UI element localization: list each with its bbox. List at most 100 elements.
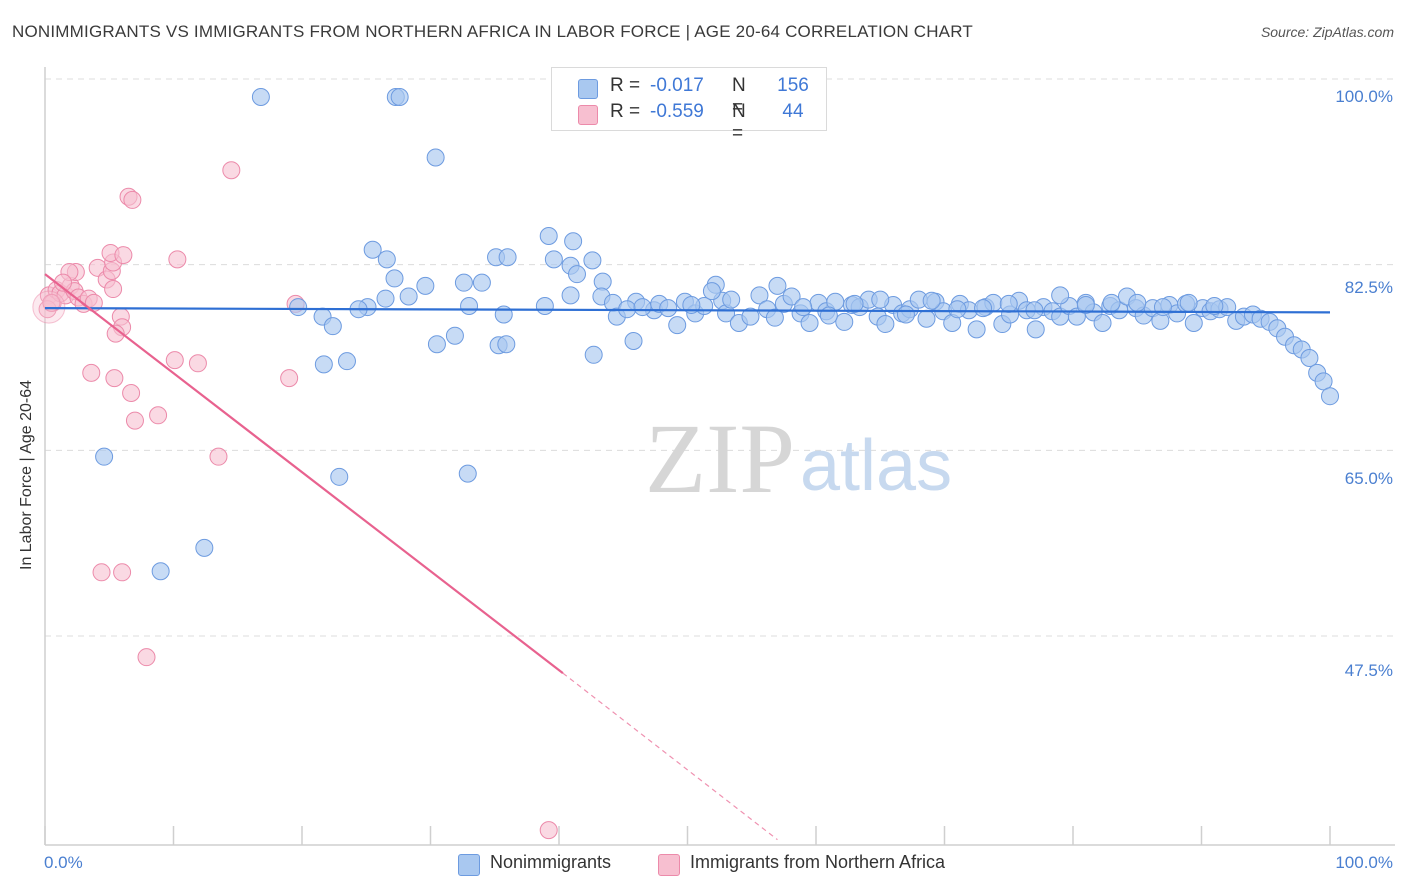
nonimmigrants-point [1102, 293, 1121, 312]
nonimmigrants-point [794, 298, 813, 317]
nonimmigrants-point [1076, 295, 1095, 314]
nonimmigrants-point [427, 335, 446, 354]
nonimmigrants-point [1179, 293, 1198, 312]
nonimmigrants-point [1153, 298, 1172, 317]
legend-swatch-blue [578, 79, 598, 99]
nonimmigrants-point [835, 312, 854, 331]
immigrants-point [92, 563, 111, 582]
nonimmigrants-point [1093, 313, 1112, 332]
nonimmigrants-point [765, 308, 784, 327]
nonimmigrants-point [722, 290, 741, 309]
nonimmigrants-point [458, 464, 477, 483]
nonimmigrants-point [1314, 372, 1333, 391]
nonimmigrants-point [454, 273, 473, 292]
nonimmigrants-point [1300, 348, 1319, 367]
y-tick-label: 100.0% [1335, 87, 1393, 106]
nonimmigrants-point [1128, 293, 1147, 312]
nonimmigrants-point [659, 299, 678, 318]
immigrants-point [114, 246, 133, 265]
nonimmigrants-point [1026, 320, 1045, 339]
nonimmigrants-point [195, 538, 214, 557]
nonimmigrants-point [974, 299, 993, 318]
nonimmigrants-point [561, 286, 580, 305]
immigrants-point [122, 384, 141, 403]
immigrants-point [222, 161, 241, 180]
immigrants-point [137, 648, 156, 667]
immigrants-point [113, 563, 132, 582]
nonimmigrants-point [472, 273, 491, 292]
nonimmigrants-point [564, 232, 583, 251]
nonimmigrants-point [330, 467, 349, 486]
nonimmigrants-point [967, 320, 986, 339]
nonimmigrants-point [750, 286, 769, 305]
nonimmigrants-point [416, 276, 435, 295]
n-value: 44 [782, 101, 804, 122]
nonimmigrants-trend-line [44, 307, 1331, 314]
legend-swatch-blue [458, 854, 480, 876]
immigrants-point [105, 369, 124, 388]
nonimmigrants-points [95, 88, 1339, 581]
nonimmigrants-point [741, 307, 760, 326]
watermark-zip: ZIP [645, 403, 795, 514]
nonimmigrants-point [567, 265, 586, 284]
nonimmigrants-point [314, 355, 333, 374]
y-tick-label: 65.0% [1344, 469, 1393, 488]
nonimmigrants-point [633, 298, 652, 317]
immigrants-point [123, 190, 142, 209]
nonimmigrants-point [876, 315, 895, 334]
nonimmigrants-point [896, 305, 915, 324]
immigrants-point [165, 351, 184, 370]
nonimmigrants-point [376, 289, 395, 308]
nonimmigrants-point [768, 276, 787, 295]
r-value: -0.017 [650, 75, 704, 96]
nonimmigrants-point [922, 291, 941, 310]
chart-title: NONIMMIGRANTS VS IMMIGRANTS FROM NORTHER… [12, 22, 973, 41]
nonimmigrants-point [1025, 301, 1044, 320]
legend-label: Nonimmigrants [490, 852, 612, 872]
r-label: R = [610, 101, 641, 122]
nonimmigrants-point [539, 226, 558, 245]
immigrants-point [82, 363, 101, 382]
immigrants-point [539, 821, 558, 840]
immigrants-point [209, 447, 228, 466]
nonimmigrants-point [363, 240, 382, 259]
nonimmigrants-point [871, 290, 890, 309]
nonimmigrants-point [800, 313, 819, 332]
x-tick-label: 100.0% [1335, 853, 1393, 872]
nonimmigrants-point [668, 316, 687, 335]
immigrants-points [32, 161, 558, 840]
nonimmigrants-point [497, 335, 516, 354]
nonimmigrants-point [377, 250, 396, 269]
n-label: N = [732, 101, 746, 144]
immigrants-point [104, 280, 123, 299]
gridlines [45, 78, 1395, 637]
nonimmigrants-point [251, 88, 270, 106]
legend-swatch-pink [578, 105, 598, 125]
nonimmigrants-point [426, 148, 445, 167]
nonimmigrants-point [390, 88, 409, 106]
nonimmigrants-point [948, 300, 967, 319]
nonimmigrants-point [624, 332, 643, 351]
nonimmigrants-point [498, 248, 517, 267]
immigrants-trend-line [44, 273, 564, 674]
nonimmigrants-point [999, 294, 1018, 313]
nonimmigrants-point [583, 251, 602, 270]
watermark-atlas: atlas [800, 426, 952, 506]
source-label: Source: ZipAtlas.com [1260, 24, 1394, 40]
nonimmigrants-point [460, 297, 479, 316]
y-tick-label: 47.5% [1344, 661, 1393, 680]
nonimmigrants-point [782, 287, 801, 306]
immigrants-point [168, 250, 187, 269]
stats-legend: R = -0.017 N = 156 R = -0.559 N = 44 [551, 67, 827, 144]
immigrants-point [149, 406, 168, 425]
x-tick-label: 0.0% [44, 853, 83, 872]
nonimmigrants-point [584, 345, 603, 364]
legend-label: Immigrants from Northern Africa [690, 852, 946, 872]
y-tick-label: 82.5% [1344, 278, 1393, 297]
n-label: N = [732, 75, 746, 118]
nonimmigrants-point [1184, 313, 1203, 332]
nonimmigrants-point [385, 269, 404, 288]
legend-swatch-pink [658, 854, 680, 876]
nonimmigrants-point [95, 447, 114, 466]
r-value: -0.559 [650, 101, 704, 122]
